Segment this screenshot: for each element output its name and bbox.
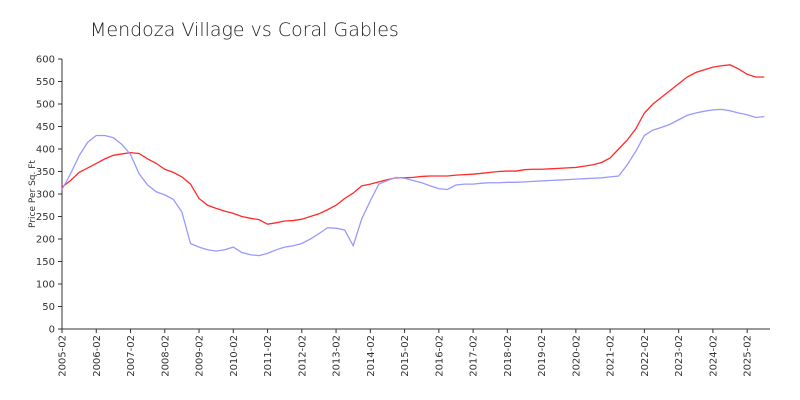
y-tick-label: 250 xyxy=(36,212,55,223)
x-tick-label: 2024-02 xyxy=(708,335,719,377)
x-tick-label: 2009-02 xyxy=(195,335,206,377)
series-line xyxy=(61,108,765,257)
x-tick-label: 2005-02 xyxy=(58,335,69,377)
chart-title: Mendoza Village vs Coral Gables xyxy=(90,19,399,41)
y-tick-label: 550 xyxy=(36,77,55,88)
x-tick-label: 2006-02 xyxy=(92,335,103,377)
x-tick-label: 2007-02 xyxy=(126,335,137,377)
x-tick-label: 2014-02 xyxy=(366,335,377,377)
x-tick-label: 2021-02 xyxy=(606,335,617,377)
x-tick-label: 2020-02 xyxy=(571,335,582,377)
y-tick-label: 500 xyxy=(36,100,55,111)
y-tick-label: 150 xyxy=(36,257,55,268)
y-tick-label: 350 xyxy=(36,167,55,178)
y-tick-label: 100 xyxy=(36,280,55,291)
y-tick-label: 450 xyxy=(36,122,55,133)
x-tick-label: 2023-02 xyxy=(674,335,685,377)
x-tick-label: 2012-02 xyxy=(297,335,308,377)
y-tick-label: 50 xyxy=(42,302,55,313)
y-tick-label: 0 xyxy=(49,325,55,336)
x-tick-label: 2025-02 xyxy=(743,335,754,377)
x-tick-label: 2017-02 xyxy=(469,335,480,377)
y-tick-label: 400 xyxy=(36,145,55,156)
y-tick-label: 600 xyxy=(36,55,55,66)
x-tick-label: 2011-02 xyxy=(263,335,274,377)
y-tick-label: 300 xyxy=(36,190,55,201)
x-tick-label: 2013-02 xyxy=(332,335,343,377)
x-tick-label: 2010-02 xyxy=(229,335,240,377)
series-line xyxy=(61,64,765,225)
x-tick-label: 2018-02 xyxy=(503,335,514,377)
x-tick-label: 2008-02 xyxy=(160,335,171,377)
x-tick-label: 2016-02 xyxy=(434,335,445,377)
x-tick-label: 2022-02 xyxy=(640,335,651,377)
x-tick-label: 2019-02 xyxy=(537,335,548,377)
x-tick-label: 2015-02 xyxy=(400,335,411,377)
y-axis-label: Price Per Sq. Ft xyxy=(28,160,38,228)
y-tick-label: 200 xyxy=(36,235,55,246)
